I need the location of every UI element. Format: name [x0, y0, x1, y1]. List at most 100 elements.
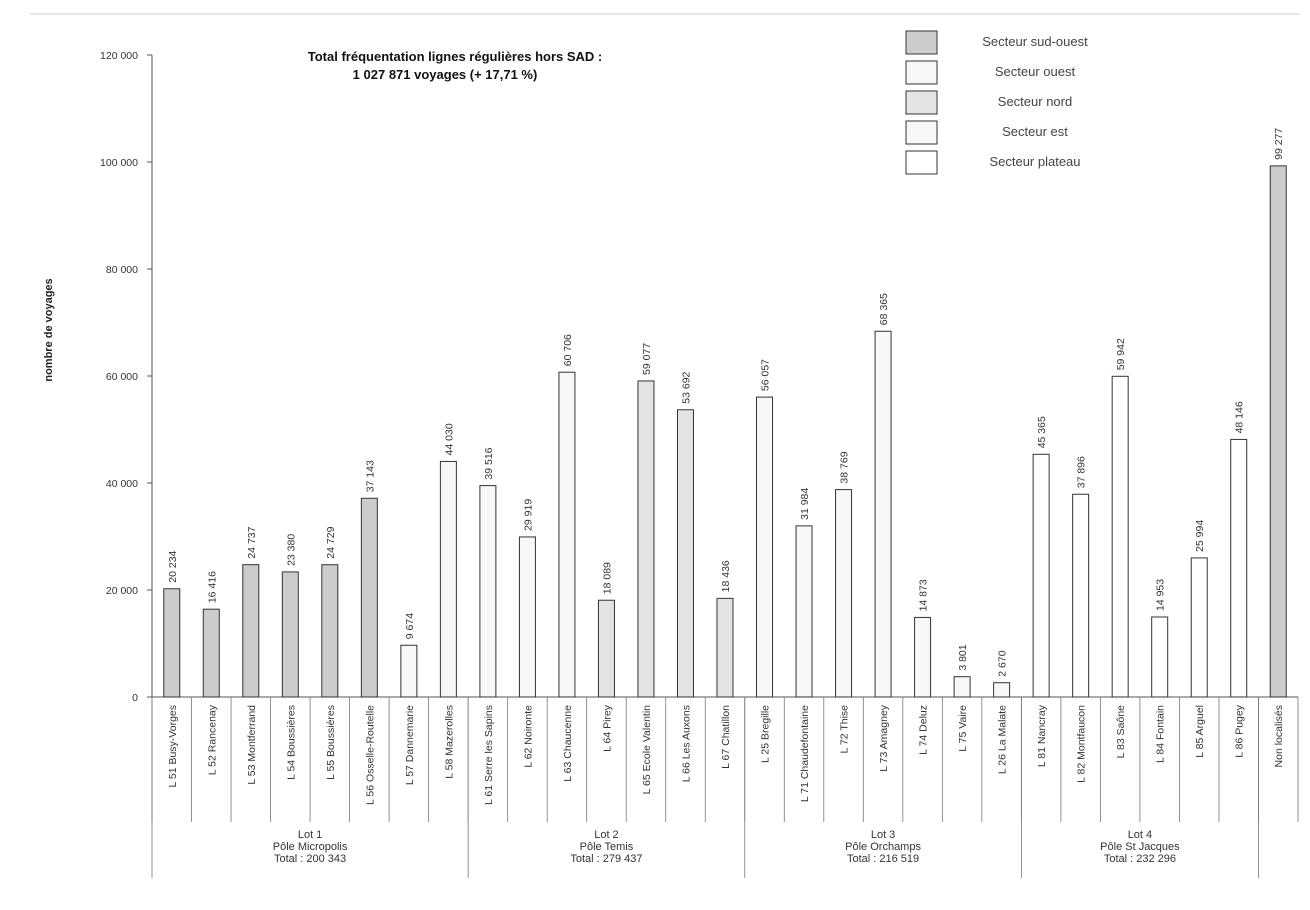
bar [439, 460, 457, 698]
bar [281, 571, 299, 698]
y-tick-label: 80 000 [106, 264, 138, 276]
category-label: L 82 Montfaucon [1076, 705, 1088, 783]
value-label: 56 057 [760, 359, 772, 391]
bar [953, 676, 971, 698]
chart-subtitle: 1 027 871 voyages (+ 17,71 %) [353, 67, 538, 82]
bar [558, 371, 576, 698]
value-label: 14 953 [1155, 579, 1167, 611]
value-label: 99 277 [1273, 128, 1285, 160]
value-label: 25 994 [1194, 520, 1206, 552]
bars: 20 234 L 51 Busy-Vorges 16 416 L 52 Rancena… [163, 128, 1287, 805]
value-label: 37 143 [364, 460, 376, 492]
value-label: 3 801 [957, 644, 969, 670]
category-label: L 53 Montferrand [246, 705, 258, 785]
legend: Secteur sud-ouest Secteur ouest Secteur no… [905, 30, 1088, 175]
legend-label: Secteur est [1002, 124, 1068, 139]
value-label: 20 234 [167, 550, 179, 582]
group-label: Total : 216 519 [847, 853, 919, 865]
category-label: L 61 Serre les Sapins [483, 705, 495, 805]
bar [795, 525, 813, 698]
bar [1190, 557, 1208, 698]
bar [242, 564, 260, 698]
category-label: L 84 Fontain [1155, 705, 1167, 763]
bar [835, 489, 853, 698]
bar [360, 497, 378, 698]
group-label: Pôle Temis [580, 841, 634, 853]
bar [202, 608, 220, 698]
value-label: 18 089 [601, 562, 613, 594]
group-label: Lot 2 [594, 829, 618, 841]
bar [1072, 493, 1090, 698]
legend-swatch [905, 30, 938, 55]
category-label: L 71 Chaudefontaine [799, 705, 811, 802]
bar [637, 380, 655, 698]
group-label: Pôle St Jacques [1100, 841, 1180, 853]
category-label: L 66 Les Auxons [680, 705, 692, 782]
value-label: 37 896 [1076, 456, 1088, 488]
legend-label: Secteur ouest [995, 64, 1076, 79]
legend-swatch [905, 60, 938, 85]
value-label: 24 737 [246, 526, 258, 558]
value-label: 38 769 [839, 451, 851, 483]
legend-swatch [905, 90, 938, 115]
category-label: L 75 Vaire [957, 705, 969, 752]
bar [597, 599, 615, 698]
legend-label: Secteur nord [998, 94, 1072, 109]
bar [1111, 375, 1129, 698]
bar [1269, 165, 1287, 698]
category-label: Non localisés [1273, 705, 1285, 767]
category-label: L 65 Ecole Valentin [641, 705, 653, 794]
group-label: Pôle Orchamps [845, 841, 921, 853]
value-label: 9 674 [404, 613, 416, 639]
value-label: 24 729 [325, 526, 337, 558]
category-label: L 52 Rancenay [206, 704, 218, 775]
y-tick-label: 20 000 [106, 585, 138, 597]
bar [993, 682, 1011, 698]
bar [716, 597, 734, 698]
bar [400, 644, 418, 698]
category-label: L 67 Chatillon [720, 705, 732, 769]
bar [321, 564, 339, 698]
legend-label: Secteur plateau [989, 154, 1080, 169]
group-label: Lot 1 [298, 829, 322, 841]
value-label: 60 706 [562, 334, 574, 366]
bar [1230, 438, 1248, 698]
category-label: L 57 Dannemarie [404, 705, 416, 785]
value-label: 44 030 [443, 423, 455, 455]
category-label: L 62 Noironte [522, 705, 534, 768]
value-label: 48 146 [1234, 401, 1246, 433]
category-label: L 56 Osselle-Routelle [364, 705, 376, 805]
category-label: L 85 Arguel [1194, 705, 1206, 758]
bar [756, 396, 774, 698]
bar [479, 485, 497, 698]
y-tick-label: 60 000 [106, 371, 138, 383]
y-tick-label: 40 000 [106, 478, 138, 490]
category-label: L 73 Amagney [878, 704, 890, 771]
category-label: L 58 Mazerolles [443, 705, 455, 779]
category-label: L 25 Bregille [760, 705, 772, 763]
group-label: Total : 279 437 [570, 853, 642, 865]
axes: 0 20 000 40 000 60 000 80 000 100 000 120 000 L… [30, 13, 1300, 878]
legend-swatch [905, 150, 938, 175]
value-label: 29 919 [522, 499, 534, 531]
y-axis-label: nombre de voyages [43, 278, 55, 381]
bar [1151, 616, 1169, 698]
value-label: 53 692 [680, 371, 692, 403]
value-label: 45 365 [1036, 416, 1048, 448]
legend-swatch [905, 120, 938, 145]
value-label: 23 380 [285, 534, 297, 566]
value-label: 18 436 [720, 560, 732, 592]
y-tick-label: 120 000 [100, 50, 138, 62]
category-label: L 63 Chaucenne [562, 705, 574, 782]
category-label: L 83 Saône [1115, 705, 1127, 758]
category-label: L 55 Boussières [325, 705, 337, 780]
group-label: Total : 232 296 [1104, 853, 1176, 865]
bar [1032, 453, 1050, 698]
group-label: Lot 4 [1128, 829, 1152, 841]
category-label: L 26 La Malate [997, 705, 1009, 774]
category-label: L 54 Boussières [285, 705, 297, 780]
category-label: L 74 Deluz [918, 705, 930, 755]
group-label: Pôle Micropolis [273, 841, 348, 853]
value-label: 59 942 [1115, 338, 1127, 370]
